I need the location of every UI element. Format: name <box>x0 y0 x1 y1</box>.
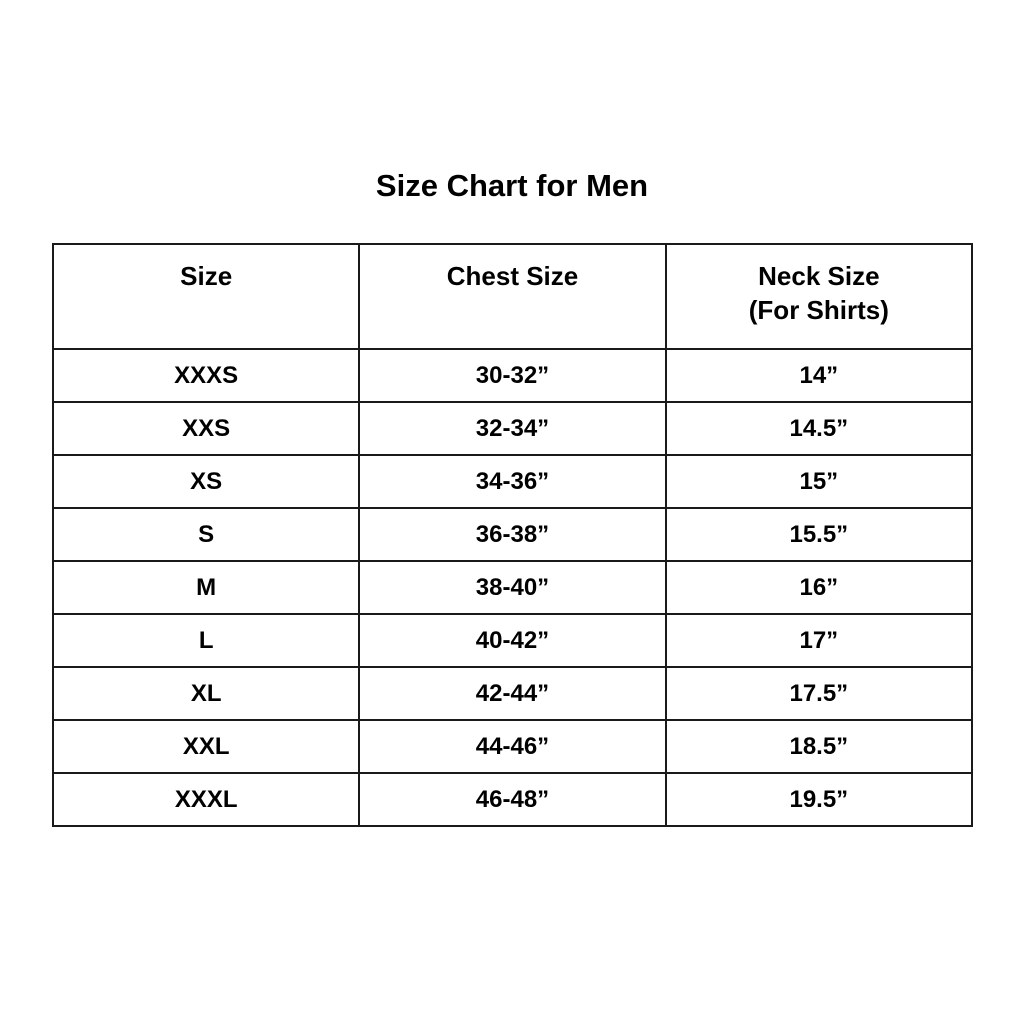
size-chart-table: Size Chest Size Neck Size (For Shirts) XX… <box>51 243 974 827</box>
chest-size-cell: 32-34” <box>358 401 667 456</box>
neck-size-cell: 16” <box>664 560 974 615</box>
header-chest-size: Chest Size <box>358 243 667 350</box>
header-size-label: Size <box>180 261 233 291</box>
table-row: XXXS 30-32” 14” <box>51 348 974 403</box>
size-cell: XXS <box>51 401 361 456</box>
table-row: L 40-42” 17” <box>51 613 974 668</box>
neck-size-cell: 14” <box>664 348 974 403</box>
size-cell: S <box>51 507 361 562</box>
neck-size-cell: 19.5” <box>664 772 974 827</box>
neck-size-cell: 17.5” <box>664 666 974 721</box>
size-cell: XL <box>51 666 361 721</box>
table-row: M 38-40” 16” <box>51 560 974 615</box>
chest-size-cell: 34-36” <box>358 454 667 509</box>
chest-size-cell: 42-44” <box>358 666 667 721</box>
page-title: Size Chart for Men <box>375 168 649 203</box>
neck-size-cell: 15.5” <box>664 507 974 562</box>
header-neck-label: Neck Size <box>758 261 880 291</box>
size-cell: XXXS <box>51 348 361 403</box>
header-neck-size: Neck Size (For Shirts) <box>664 243 974 350</box>
size-cell: XXXL <box>51 772 361 827</box>
table-row: XXXL 46-48” 19.5” <box>51 772 974 827</box>
chest-size-cell: 40-42” <box>358 613 667 668</box>
size-cell: XXL <box>51 719 361 774</box>
neck-size-cell: 17” <box>664 613 974 668</box>
header-neck-sublabel: (For Shirts) <box>748 295 889 325</box>
chest-size-cell: 38-40” <box>358 560 667 615</box>
table-row: XL 42-44” 17.5” <box>51 666 974 721</box>
table-row: S 36-38” 15.5” <box>51 507 974 562</box>
neck-size-cell: 14.5” <box>664 401 974 456</box>
table-header-row: Size Chest Size Neck Size (For Shirts) <box>51 243 974 350</box>
neck-size-cell: 18.5” <box>664 719 974 774</box>
table-row: XXS 32-34” 14.5” <box>51 401 974 456</box>
size-cell: M <box>51 560 361 615</box>
neck-size-cell: 15” <box>664 454 974 509</box>
table-row: XXL 44-46” 18.5” <box>51 719 974 774</box>
header-chest-label: Chest Size <box>446 261 579 291</box>
chest-size-cell: 36-38” <box>358 507 667 562</box>
chest-size-cell: 44-46” <box>358 719 667 774</box>
table-row: XS 34-36” 15” <box>51 454 974 509</box>
chest-size-cell: 30-32” <box>358 348 667 403</box>
size-cell: XS <box>51 454 361 509</box>
size-cell: L <box>51 613 361 668</box>
chest-size-cell: 46-48” <box>358 772 667 827</box>
header-size: Size <box>51 243 361 350</box>
